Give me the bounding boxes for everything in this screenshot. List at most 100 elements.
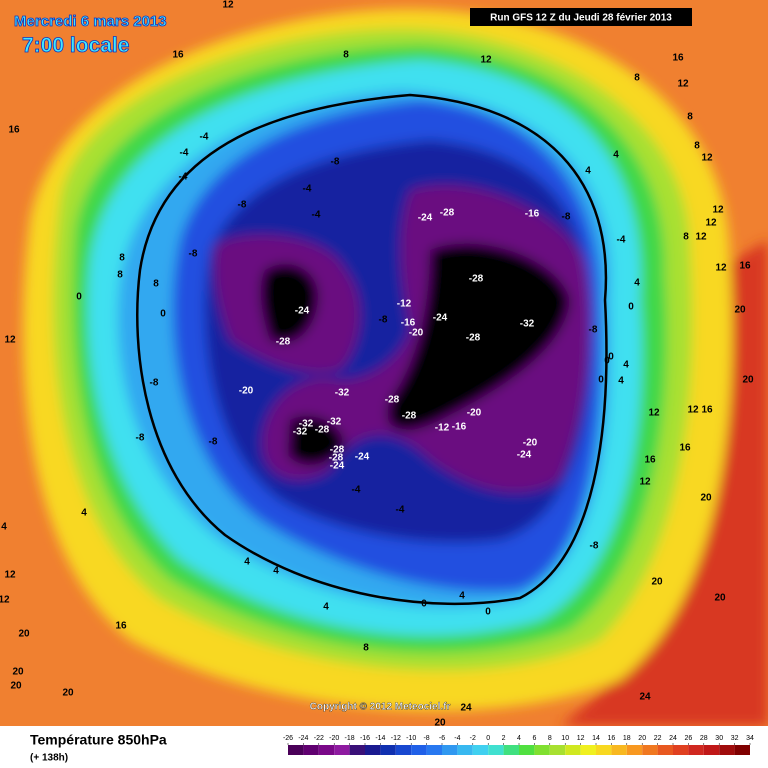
colorbar-swatch xyxy=(534,745,550,755)
colorbar-tick-label: -6 xyxy=(439,735,445,742)
colorbar-swatch xyxy=(442,745,458,755)
contour-label: 20 xyxy=(434,718,446,729)
contour-label: -4 xyxy=(617,235,626,246)
contour-label: 8 xyxy=(363,643,369,654)
colorbar-tick-label: 2 xyxy=(502,735,506,742)
colorbar-swatch xyxy=(349,745,365,755)
contour-label: 20 xyxy=(651,577,663,588)
contour-label: 20 xyxy=(714,593,726,604)
contour-label: 12 xyxy=(480,55,492,66)
contour-label: 24 xyxy=(460,703,472,714)
colorbar-swatch xyxy=(380,745,396,755)
colorbar-tick-label: -26 xyxy=(283,735,293,742)
colorbar-swatch xyxy=(565,745,581,755)
contour-label: -8 xyxy=(589,325,598,336)
contour-label: -8 xyxy=(209,437,218,448)
contour-label: -8 xyxy=(562,212,571,223)
contour-label: -4 xyxy=(312,210,321,221)
contour-label: -28 xyxy=(402,411,417,422)
contour-label: -20 xyxy=(239,386,254,397)
colorbar-swatch xyxy=(734,745,750,755)
contour-label: -4 xyxy=(180,148,189,159)
contour-label: -20 xyxy=(409,328,424,339)
contour-label: 12 xyxy=(0,595,10,606)
colorbar-swatch xyxy=(673,745,689,755)
contour-label: -28 xyxy=(469,274,484,285)
contour-label: -8 xyxy=(238,200,247,211)
contour-label: -12 xyxy=(435,423,450,434)
contour-label: -32 xyxy=(299,419,314,430)
contour-label: 24 xyxy=(639,692,651,703)
contour-label: -24 xyxy=(330,461,345,472)
contour-label: 0 xyxy=(160,309,166,320)
colorbar-tick-label: 20 xyxy=(638,735,646,742)
colorbar-swatch xyxy=(426,745,442,755)
contour-label: 20 xyxy=(18,629,30,640)
contour-label: 20 xyxy=(734,305,746,316)
colorbar-swatch xyxy=(411,745,427,755)
contour-label: 0 xyxy=(421,599,427,610)
contour-label: 12 xyxy=(222,0,234,11)
valid-date: Mercredi 6 mars 2013 xyxy=(14,13,167,30)
contour-label: -24 xyxy=(517,450,532,461)
contour-label: 4 xyxy=(623,360,629,371)
contour-label: -32 xyxy=(520,319,535,330)
run-info: Run GFS 12 Z du Jeudi 28 février 2013 xyxy=(490,13,672,24)
contour-label: -4 xyxy=(179,172,188,183)
contour-label: -8 xyxy=(331,157,340,168)
colorbar-tick-label: -16 xyxy=(360,735,370,742)
contour-label: -16 xyxy=(452,422,467,433)
contour-label: -24 xyxy=(433,313,448,324)
valid-time: 7:00 locale xyxy=(22,34,129,57)
colorbar-tick-label: -24 xyxy=(298,735,308,742)
colorbar-swatch xyxy=(580,745,596,755)
colorbar-swatch xyxy=(519,745,535,755)
colorbar-swatch xyxy=(719,745,735,755)
contour-label: -4 xyxy=(396,505,405,516)
contour-label: 16 xyxy=(701,405,713,416)
contour-label: 4 xyxy=(585,166,591,177)
contour-label: -28 xyxy=(440,208,455,219)
colorbar-swatch xyxy=(288,745,304,755)
contour-label: -28 xyxy=(385,395,400,406)
contour-label: -8 xyxy=(136,433,145,444)
contour-label: -28 xyxy=(329,453,344,464)
contour-label: -24 xyxy=(418,213,433,224)
colorbar-tick-label: 12 xyxy=(577,735,585,742)
colorbar-tick-label: 30 xyxy=(715,735,723,742)
contour-label: 20 xyxy=(742,375,754,386)
colorbar-swatch xyxy=(488,745,504,755)
colorbar-swatch xyxy=(626,745,643,755)
colorbar-tick-label: -8 xyxy=(423,735,429,742)
colorbar-swatch xyxy=(549,745,566,755)
colorbar-tick-label: 10 xyxy=(561,735,569,742)
contour-label: 0 xyxy=(598,375,604,386)
colorbar-tick-label: -12 xyxy=(391,735,401,742)
contour-label: 8 xyxy=(153,279,159,290)
colorbar-tick-label: 4 xyxy=(517,735,521,742)
contour-label: -8 xyxy=(590,541,599,552)
colorbar-tick-label: 32 xyxy=(731,735,739,742)
colorbar-tick-label: -4 xyxy=(454,735,460,742)
contour-label: 20 xyxy=(10,681,22,692)
colorbar-tick-label: 22 xyxy=(654,735,662,742)
contour-label: 8 xyxy=(687,112,693,123)
colorbar-swatch xyxy=(457,745,473,755)
contour-label: 8 xyxy=(343,50,349,61)
contour-label: -12 xyxy=(397,299,412,310)
contour-label: -28 xyxy=(330,445,345,456)
contour-label: -32 xyxy=(327,417,342,428)
colorbar-tick-label: 16 xyxy=(608,735,616,742)
contour-label: -28 xyxy=(276,337,291,348)
contour-label: -8 xyxy=(379,315,388,326)
contour-label: 12 xyxy=(695,232,707,243)
colorbar-swatch xyxy=(703,745,720,755)
colorbar-swatch xyxy=(318,745,335,755)
contour-label: 12 xyxy=(715,263,727,274)
colorbar-swatch xyxy=(334,745,350,755)
contour-label: -20 xyxy=(523,438,538,449)
contour-label: 8 xyxy=(683,232,689,243)
colorbar-tick-label: 26 xyxy=(685,735,693,742)
contour-label: 4 xyxy=(273,566,279,577)
